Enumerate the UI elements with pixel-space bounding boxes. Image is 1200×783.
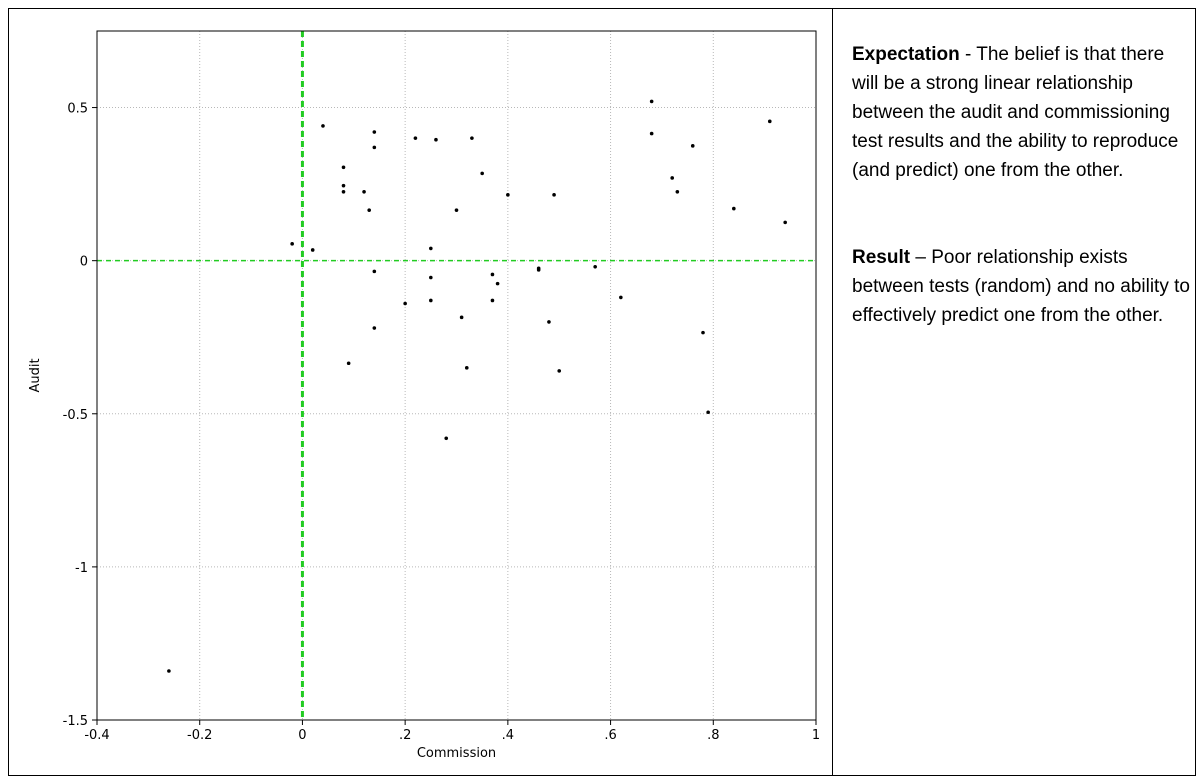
- y-tick-label: -1: [75, 561, 88, 576]
- data-point: [167, 669, 171, 673]
- data-point: [372, 145, 377, 150]
- data-point: [619, 295, 623, 300]
- data-point: [701, 330, 705, 335]
- data-point: [470, 136, 474, 140]
- data-point: [434, 137, 438, 142]
- data-point: [767, 119, 772, 124]
- data-point: [783, 220, 787, 225]
- x-tick-label: .6: [604, 728, 616, 743]
- x-tick-label: .4: [502, 728, 514, 743]
- x-tick-label: 1: [812, 728, 820, 743]
- scatter-chart: -0.4 -0.2 0 .2 .4 .6 .8 1 0.5 0 -0.5 -1 -1.5 Commiss…: [28, 30, 821, 761]
- x-tick-label: -0.2: [187, 728, 212, 743]
- data-point: [444, 436, 449, 441]
- data-point: [403, 301, 407, 306]
- data-point: [341, 165, 346, 170]
- panel-divider: [832, 8, 833, 776]
- data-point: [675, 189, 680, 194]
- data-point: [490, 298, 495, 303]
- y-tick-label: -1.5: [63, 714, 88, 729]
- data-point: [547, 320, 551, 324]
- result-paragraph: Result – Poor relationship exists betwee…: [852, 243, 1192, 330]
- data-point: [593, 264, 597, 269]
- data-point: [290, 242, 294, 246]
- data-point: [341, 189, 346, 194]
- data-point: [670, 176, 674, 180]
- data-point: [495, 281, 500, 286]
- data-point: [490, 272, 495, 277]
- grid-lines: [96, 31, 817, 721]
- x-tick-label: -0.4: [84, 728, 109, 743]
- data-point: [552, 193, 556, 197]
- data-point: [429, 246, 433, 251]
- data-point: [459, 315, 464, 320]
- data-point: [413, 136, 418, 140]
- data-point: [649, 131, 654, 136]
- plot-area-border: [96, 30, 817, 721]
- result-heading: Result: [852, 247, 911, 268]
- data-point: [557, 369, 562, 373]
- data-point: [454, 208, 459, 212]
- data-point: [732, 206, 736, 211]
- data-point: [706, 410, 710, 415]
- data-point: [372, 326, 377, 330]
- y-tick-label: 0.5: [67, 102, 88, 117]
- outer-frame: [8, 8, 1196, 776]
- data-points: [167, 99, 787, 673]
- expectation-heading: Expectation: [852, 44, 960, 65]
- y-tick-label: 0: [80, 255, 88, 270]
- data-point: [429, 275, 433, 280]
- chart-panel: -0.4 -0.2 0 .2 .4 .6 .8 1 0.5 0 -0.5 -1 -1.5 Commiss…: [9, 9, 832, 775]
- axis-ticks: -0.4 -0.2 0 .2 .4 .6 .8 1 0.5 0 -0.5 -1 -1.5: [63, 102, 821, 743]
- x-axis-label: Commission: [417, 746, 496, 761]
- notes-panel: Expectation - The belief is that there w…: [852, 40, 1192, 388]
- data-point: [464, 366, 469, 370]
- data-point: [649, 99, 654, 104]
- data-point: [506, 193, 510, 197]
- data-point: [310, 248, 315, 252]
- data-point: [690, 144, 695, 148]
- x-tick-label: .2: [399, 728, 411, 743]
- x-tick-label: .8: [707, 728, 719, 743]
- y-tick-label: -0.5: [63, 408, 88, 423]
- data-point: [429, 298, 433, 303]
- reference-lines: [97, 31, 816, 720]
- data-point: [536, 268, 541, 272]
- data-point: [362, 189, 366, 194]
- x-tick-label: 0: [298, 728, 306, 743]
- data-point: [341, 183, 346, 188]
- data-point: [372, 269, 377, 274]
- data-point: [367, 208, 371, 212]
- y-axis-label: Audit: [28, 358, 43, 392]
- data-point: [372, 130, 377, 134]
- data-point: [321, 124, 325, 128]
- data-point: [346, 361, 351, 366]
- data-point: [480, 171, 484, 176]
- result-text: – Poor relationship exists between tests…: [852, 247, 1190, 326]
- expectation-paragraph: Expectation - The belief is that there w…: [852, 40, 1192, 185]
- expectation-text: - The belief is that there will be a str…: [852, 44, 1179, 181]
